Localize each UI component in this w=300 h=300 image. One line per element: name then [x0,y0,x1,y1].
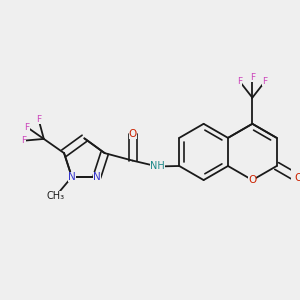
Text: CH₃: CH₃ [47,191,65,201]
Text: F: F [237,77,242,86]
Text: F: F [21,136,26,145]
Text: O: O [129,130,137,140]
Text: NH: NH [150,161,165,172]
Text: O: O [294,173,300,183]
Text: N: N [68,172,76,182]
Text: F: F [262,77,267,86]
Text: F: F [250,73,255,82]
Text: O: O [248,175,256,185]
Text: N: N [93,172,101,182]
Text: F: F [25,123,30,132]
Text: F: F [36,115,41,124]
